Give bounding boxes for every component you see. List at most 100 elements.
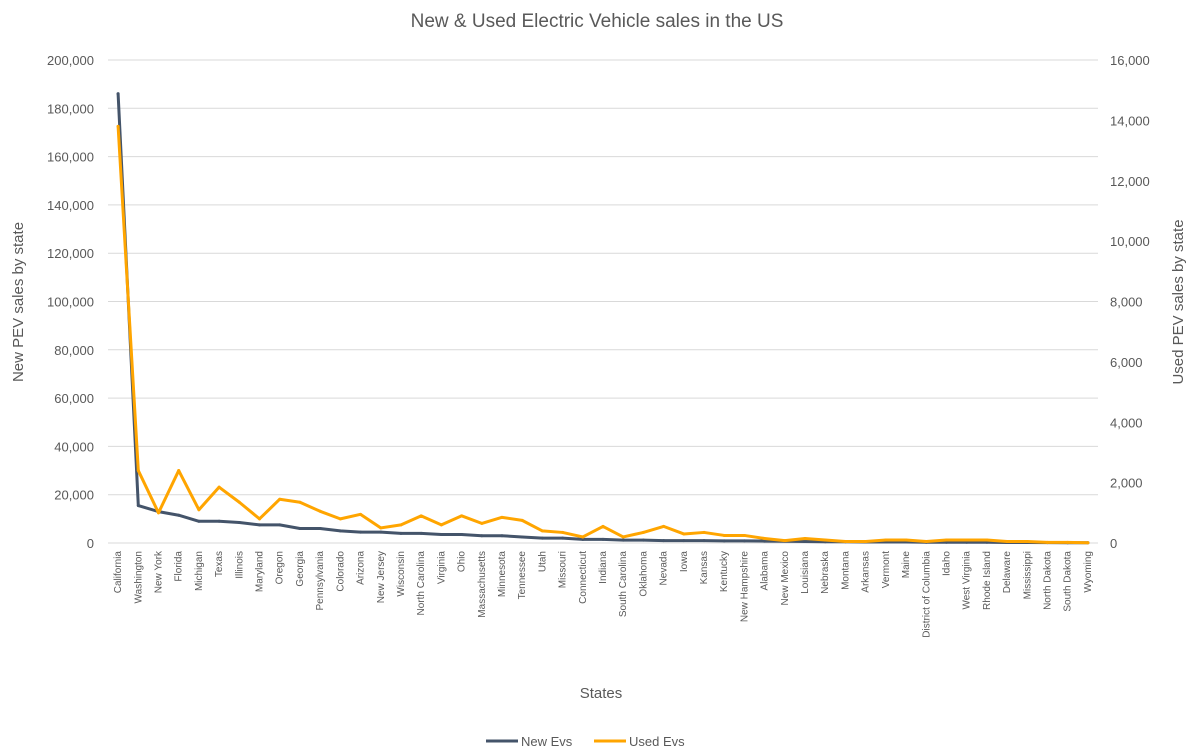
- x-category-label: Montana: [840, 551, 851, 590]
- data-point-used-evs: [924, 539, 928, 543]
- y2-tick-label: 0: [1110, 536, 1117, 551]
- x-category-label: Georgia: [295, 551, 306, 587]
- y-tick-label: 40,000: [54, 439, 94, 454]
- x-category-label: North Carolina: [416, 551, 427, 616]
- data-point-used-evs: [581, 535, 585, 539]
- x-category-label: New Jersey: [376, 551, 387, 603]
- y-tick-label: 60,000: [54, 391, 94, 406]
- x-category-label: New Mexico: [780, 551, 791, 606]
- x-category-label: Oregon: [275, 551, 286, 584]
- x-category-label: Michigan: [194, 551, 205, 591]
- x-category-label: Massachusetts: [477, 551, 488, 618]
- data-point-used-evs: [682, 532, 686, 536]
- x-category-label: Rhode Island: [982, 551, 993, 610]
- x-category-label: Vermont: [881, 551, 892, 588]
- x-category-label: Iowa: [679, 551, 690, 573]
- y-tick-label: 20,000: [54, 488, 94, 503]
- data-point-used-evs: [237, 500, 241, 504]
- x-category-label: Nebraska: [820, 551, 831, 594]
- x-category-label: Arkansas: [861, 551, 872, 593]
- x-axis-title: States: [580, 685, 623, 702]
- series-line-used-evs: [116, 124, 1090, 545]
- data-point-new-evs: [197, 519, 201, 523]
- x-category-label: Maryland: [255, 551, 266, 592]
- data-point-new-evs: [803, 540, 807, 544]
- x-category-label: Virginia: [436, 551, 447, 585]
- x-category-label: Tennessee: [517, 551, 528, 600]
- data-point-new-evs: [561, 536, 565, 540]
- x-category-label: Alabama: [760, 551, 771, 591]
- x-category-label: Texas: [214, 551, 225, 577]
- data-point-used-evs: [843, 539, 847, 543]
- x-category-label: Wyoming: [1083, 551, 1094, 593]
- data-point-used-evs: [540, 529, 544, 533]
- y-tick-label: 0: [87, 536, 94, 551]
- x-category-label: South Carolina: [618, 551, 629, 618]
- data-point-used-evs: [561, 530, 565, 534]
- data-point-used-evs: [520, 518, 524, 522]
- data-point-new-evs: [298, 527, 302, 531]
- data-point-new-evs: [136, 504, 140, 508]
- series-line-new-evs: [116, 92, 1090, 545]
- data-point-new-evs: [318, 527, 322, 531]
- data-point-new-evs: [439, 533, 443, 537]
- data-point-new-evs: [621, 538, 625, 542]
- data-point-used-evs: [318, 509, 322, 513]
- x-category-label: North Dakota: [1042, 551, 1053, 610]
- data-point-new-evs: [379, 530, 383, 534]
- data-point-used-evs: [1086, 541, 1090, 545]
- data-point-used-evs: [500, 515, 504, 519]
- x-category-label: Arizona: [356, 551, 367, 585]
- x-category-label: Illinois: [234, 551, 245, 579]
- y-tick-label: 160,000: [47, 150, 94, 165]
- x-category-label: California: [113, 551, 124, 594]
- data-point-new-evs: [702, 539, 706, 543]
- data-point-new-evs: [419, 531, 423, 535]
- data-point-used-evs: [480, 521, 484, 525]
- data-point-new-evs: [258, 523, 262, 527]
- data-point-used-evs: [460, 514, 464, 518]
- data-point-used-evs: [258, 517, 262, 521]
- x-category-label: Delaware: [1002, 551, 1013, 594]
- data-point-used-evs: [419, 514, 423, 518]
- x-category-label: Washington: [133, 551, 144, 603]
- y2-tick-label: 8,000: [1110, 295, 1143, 310]
- data-point-new-evs: [540, 536, 544, 540]
- data-point-used-evs: [157, 511, 161, 515]
- data-point-new-evs: [520, 535, 524, 539]
- data-point-used-evs: [1066, 540, 1070, 544]
- data-point-used-evs: [136, 469, 140, 473]
- data-point-used-evs: [1025, 539, 1029, 543]
- data-point-used-evs: [763, 536, 767, 540]
- data-point-used-evs: [601, 524, 605, 528]
- x-category-label: Nevada: [659, 551, 670, 586]
- left-axis-ticks: 0 20,000 40,000 60,000 80,000 100,000 120,000 1…: [47, 53, 94, 551]
- y2-tick-label: 2,000: [1110, 476, 1143, 491]
- data-point-new-evs: [480, 534, 484, 538]
- x-category-label: Connecticut: [578, 551, 589, 604]
- y-axis-title: New PEV sales by state: [10, 222, 27, 382]
- y2-tick-label: 16,000: [1110, 53, 1150, 68]
- y-tick-label: 200,000: [47, 53, 94, 68]
- y2-tick-label: 10,000: [1110, 234, 1150, 249]
- y2-axis-title: Used PEV sales by state: [1170, 219, 1187, 384]
- y-tick-label: 100,000: [47, 295, 94, 310]
- y2-tick-label: 6,000: [1110, 355, 1143, 370]
- data-point-used-evs: [379, 526, 383, 530]
- data-point-new-evs: [278, 523, 282, 527]
- data-point-used-evs: [783, 539, 787, 543]
- y-tick-label: 140,000: [47, 198, 94, 213]
- data-point-used-evs: [662, 524, 666, 528]
- x-category-label: Minnesota: [497, 551, 508, 598]
- x-category-label: Indiana: [598, 551, 609, 584]
- x-category-label: Utah: [537, 551, 548, 572]
- x-category-label: Kansas: [699, 551, 710, 584]
- data-point-used-evs: [298, 500, 302, 504]
- data-point-new-evs: [662, 539, 666, 543]
- data-point-used-evs: [641, 530, 645, 534]
- data-point-used-evs: [399, 523, 403, 527]
- data-point-used-evs: [338, 517, 342, 521]
- y-tick-label: 180,000: [47, 101, 94, 116]
- x-category-label: Kentucky: [719, 551, 730, 592]
- data-point-new-evs: [338, 529, 342, 533]
